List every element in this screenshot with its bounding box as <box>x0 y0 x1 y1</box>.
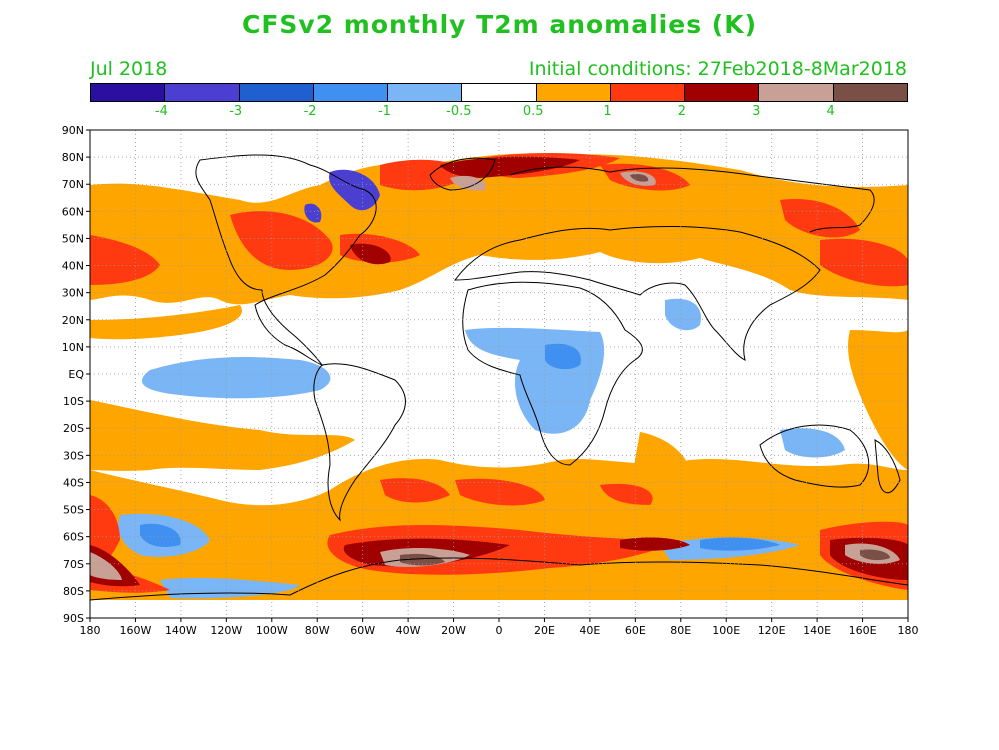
lon-label: 60W <box>350 624 375 637</box>
initial-conditions-label: Initial conditions: 27Feb2018-8Mar2018 <box>528 58 907 80</box>
lon-label: 100W <box>256 624 288 637</box>
lat-label: 90S <box>63 612 84 625</box>
lat-label: 70N <box>62 178 84 191</box>
colorbar <box>90 83 908 102</box>
lon-label: 60E <box>625 624 646 637</box>
colorbar-tick-label: -4 <box>154 104 168 119</box>
lat-label: 40S <box>63 476 84 489</box>
lat-label: 10S <box>63 395 84 408</box>
lat-label: 20N <box>62 314 84 327</box>
lon-label: 20E <box>534 624 555 637</box>
colorbar-swatch <box>610 84 686 101</box>
lat-label: 50N <box>62 232 84 245</box>
lat-label: 80S <box>63 585 84 598</box>
lon-label: 120W <box>210 624 242 637</box>
colorbar-tick-label: 0.5 <box>522 104 544 119</box>
colorbar-tick-label: -3 <box>229 104 243 119</box>
lon-label: 120E <box>758 624 786 637</box>
colorbar-swatch <box>165 84 240 101</box>
colorbar-tick-label: 4 <box>826 104 835 119</box>
anomaly-shading <box>90 153 908 600</box>
colorbar-swatch <box>759 84 834 101</box>
lat-label: 60N <box>62 205 84 218</box>
coastlines <box>90 154 908 601</box>
longitude-labels: 180 160W 140W 120W 100W 80W 60W 40W 20W 0 20E 40E 60… <box>80 618 919 637</box>
lon-label: 0 <box>496 624 503 637</box>
colorbar-tick-label: 1 <box>603 104 612 119</box>
anomaly-band-neg-0p5 <box>118 298 845 599</box>
lon-label: 80W <box>305 624 330 637</box>
latitude-labels: 90N 80N 70N 60N 50N 40N 30N 20N 10N EQ 10S 20S 30S 40… <box>62 124 90 625</box>
lat-label: 50S <box>63 504 84 517</box>
colorbar-swatch <box>388 84 463 101</box>
lat-label: 30N <box>62 287 84 300</box>
lon-label: 40E <box>579 624 600 637</box>
lon-label: 140W <box>165 624 197 637</box>
colorbar-swatch <box>536 84 611 101</box>
lat-label: 40N <box>62 260 84 273</box>
lat-label: 20S <box>63 422 84 435</box>
lat-label: 10N <box>62 341 84 354</box>
lat-label: 60S <box>63 531 84 544</box>
colorbar-swatch <box>833 84 907 101</box>
chart-title: CFSv2 monthly T2m anomalies (K) <box>241 10 758 39</box>
lat-label: 80N <box>62 151 84 164</box>
lon-label: 140E <box>803 624 831 637</box>
lon-label: 80E <box>670 624 691 637</box>
lat-label: EQ <box>68 368 84 381</box>
lat-label: 90N <box>62 124 84 137</box>
colorbar-swatch <box>239 84 314 101</box>
anomaly-band-gt-4 <box>400 173 890 566</box>
colorbar-swatch <box>685 84 760 101</box>
lon-label: 20W <box>441 624 466 637</box>
lon-label: 40W <box>396 624 421 637</box>
anomaly-band-neg-1 <box>140 343 780 551</box>
lat-label: 70S <box>63 558 84 571</box>
colorbar-tick-label: -2 <box>303 104 317 119</box>
colorbar-swatch <box>462 84 537 101</box>
colorbar-swatch <box>91 84 166 101</box>
lon-label: 180 <box>80 624 101 637</box>
grid-lines <box>90 130 908 618</box>
lon-label: 100E <box>712 624 740 637</box>
colorbar-tick-label: -0.5 <box>446 104 472 119</box>
lon-label: 160E <box>849 624 877 637</box>
lon-label: 160W <box>120 624 152 637</box>
colorbar-tick-label: 3 <box>752 104 761 119</box>
lon-label: 180 <box>898 624 919 637</box>
colorbar-tick-label: 2 <box>677 104 687 119</box>
valid-month-label: Jul 2018 <box>90 58 168 80</box>
lat-label: 30S <box>63 449 84 462</box>
colorbar-tick-label: -1 <box>377 104 391 119</box>
colorbar-swatch <box>313 84 389 101</box>
